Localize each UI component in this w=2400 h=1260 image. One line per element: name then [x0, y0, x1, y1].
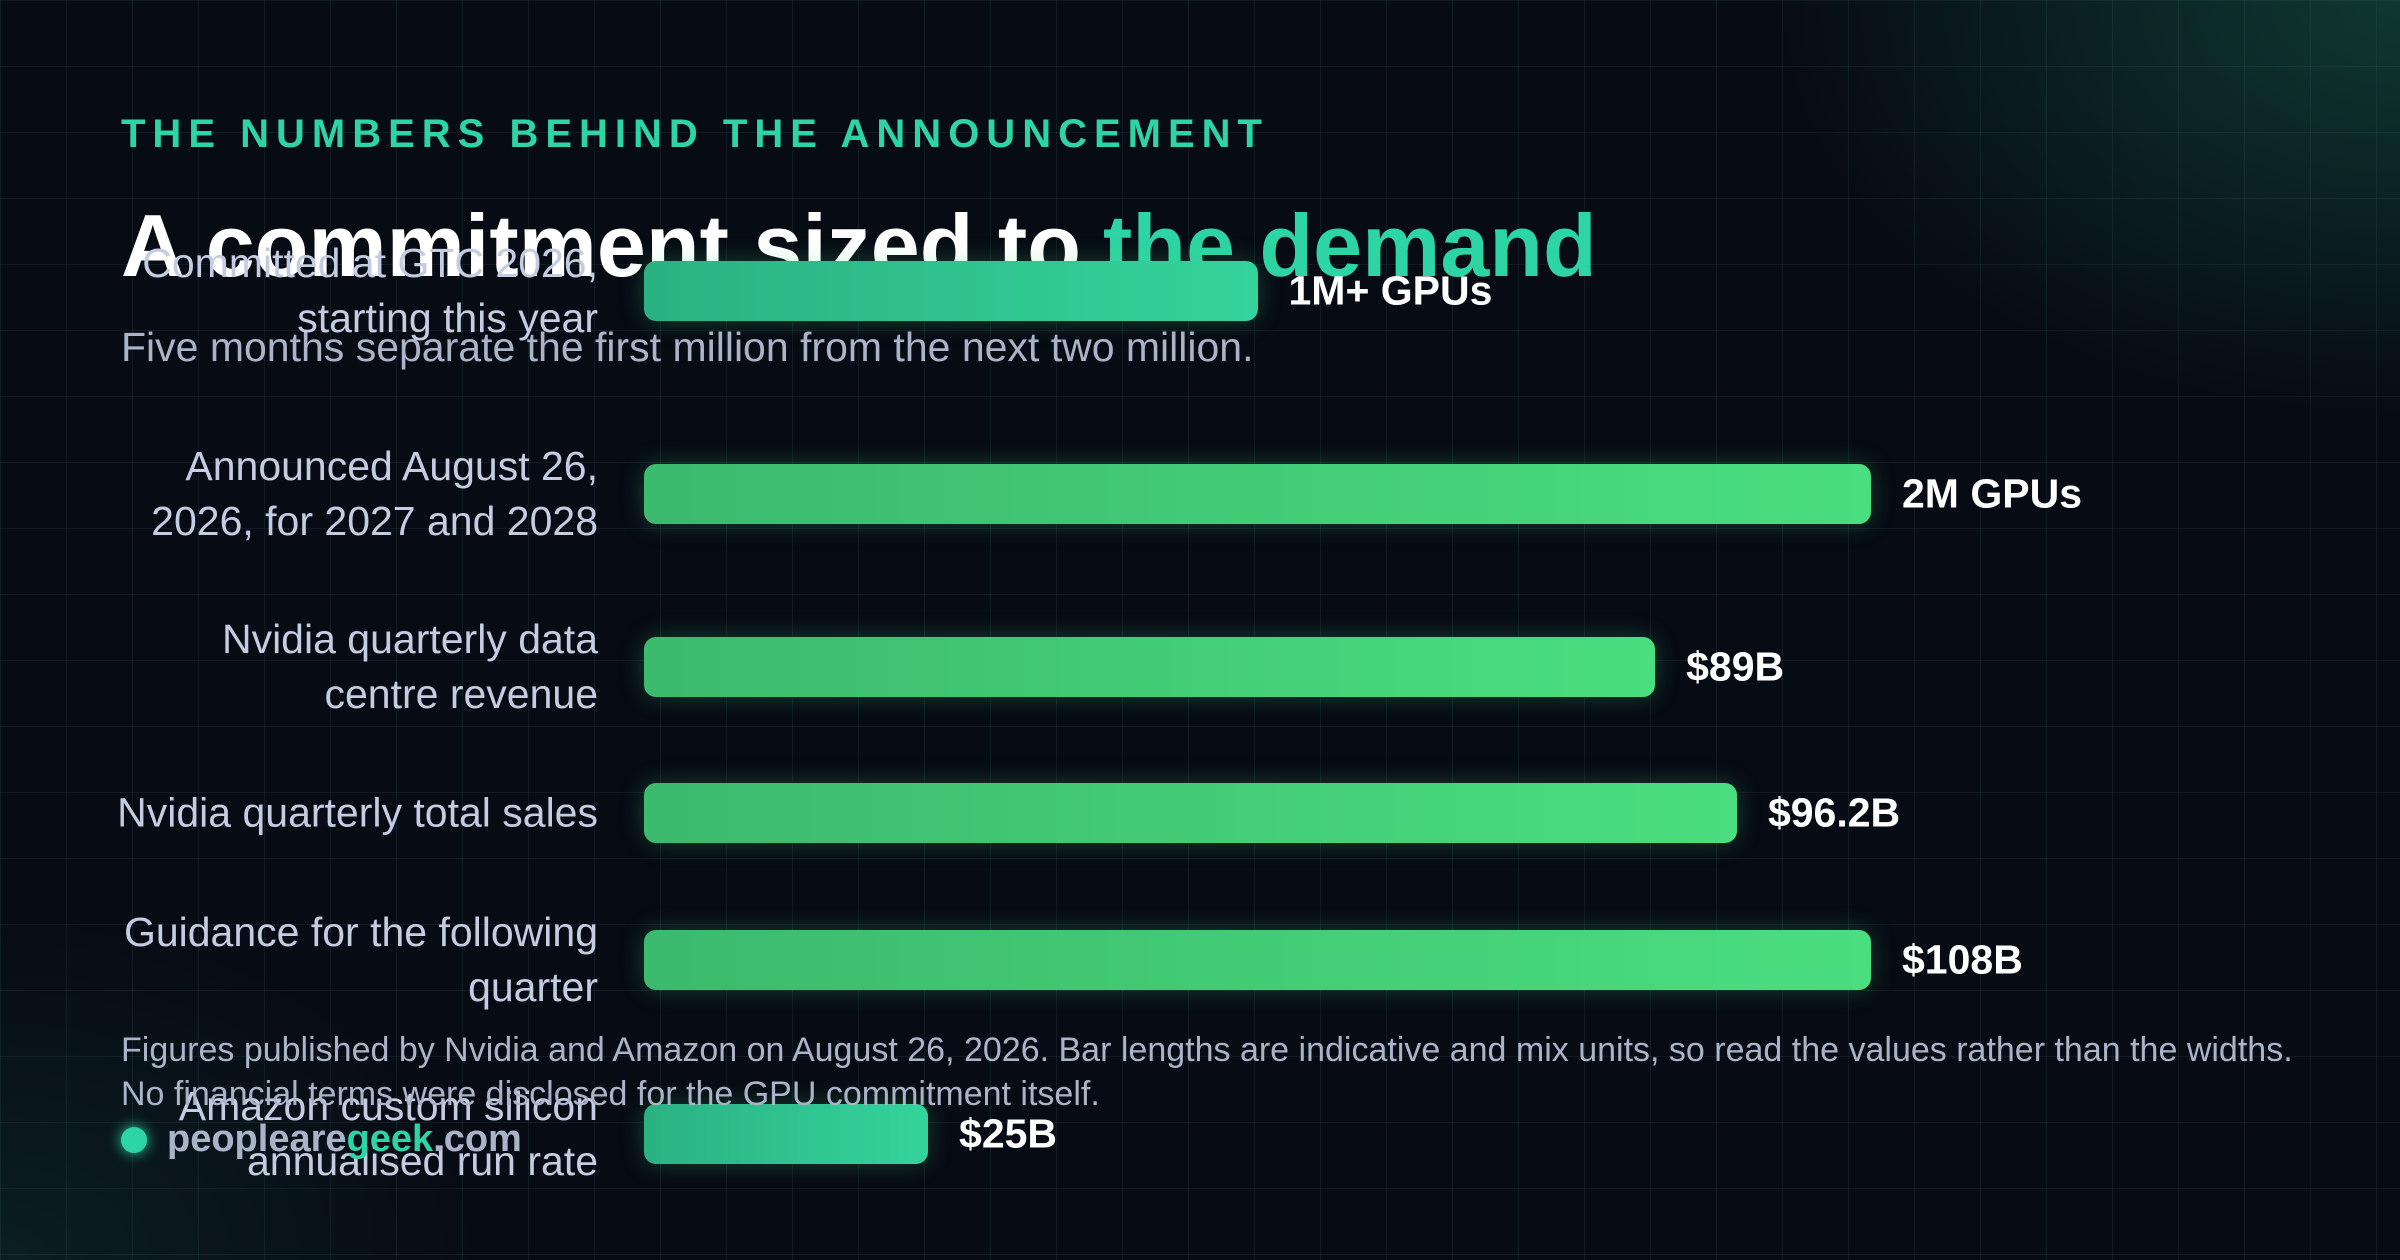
bar — [644, 261, 1258, 321]
site-lead: peopleare — [167, 1118, 347, 1160]
row-label: Committed at GTC 2026, starting this yea… — [142, 240, 598, 341]
bar — [644, 783, 1737, 843]
site: peopleare geek .com — [121, 1118, 522, 1161]
site-tail: .com — [433, 1118, 522, 1160]
subtitle: Five months separate the first million f… — [121, 324, 1254, 370]
bar — [644, 1104, 929, 1164]
value-label: 2M GPUs — [1902, 470, 2082, 517]
value-label: $108B — [1902, 936, 2023, 983]
value-label: $89B — [1686, 643, 1785, 690]
row-label: Announced August 26, 2026, for 2027 and … — [151, 443, 598, 544]
bar — [644, 464, 1871, 524]
title: A commitment sized to the demand — [121, 195, 1597, 297]
site-dot — [121, 1126, 147, 1153]
row-label: Amazon custom silicon annualised run rat… — [178, 1083, 598, 1184]
value-label: $96.2B — [1767, 789, 1901, 836]
row-label: Guidance for the following quarter — [123, 909, 598, 1010]
row-label: Nvidia quarterly total sales — [117, 789, 598, 836]
bar — [644, 637, 1656, 697]
site-highlight: geek — [346, 1118, 434, 1160]
row-label: Nvidia quarterly data centre revenue — [221, 616, 598, 717]
bar — [644, 930, 1871, 990]
footnote: Figures published by Nvidia and Amazon o… — [121, 1031, 2293, 1113]
eyebrow: THE NUMBERS BEHIND THE ANNOUNCEMENT — [121, 112, 1269, 156]
value-label: $25B — [959, 1110, 1058, 1157]
value-label: 1M+ GPUs — [1288, 267, 1493, 314]
